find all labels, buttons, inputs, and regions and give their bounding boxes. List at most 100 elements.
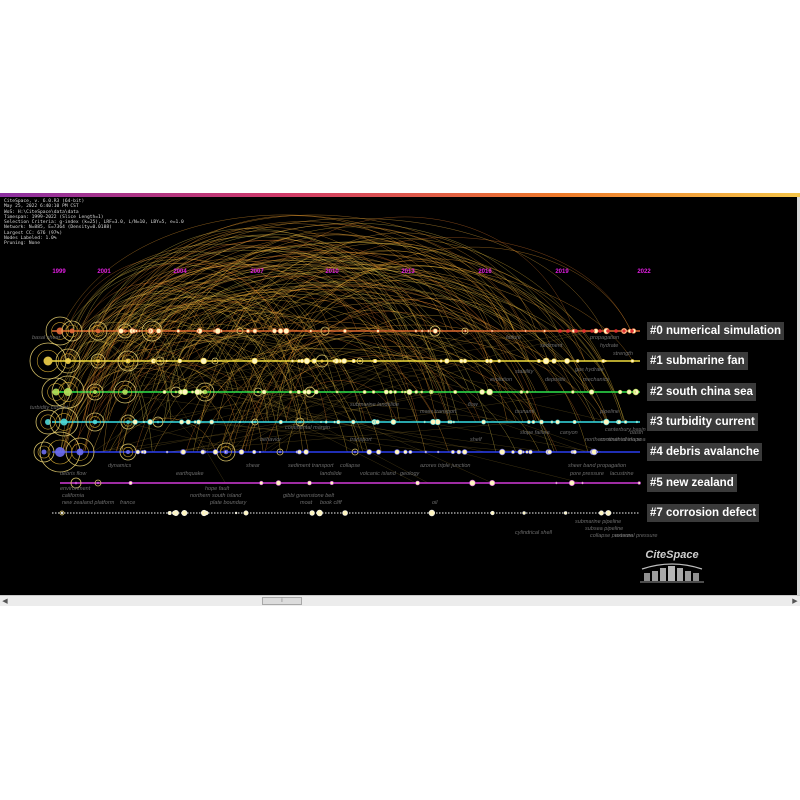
citation-arc (98, 318, 234, 393)
cluster-node (238, 449, 245, 455)
timeline-canvas[interactable]: CiteSpace, v. 6.0.R3 (64-bit) May 25, 202… (0, 197, 797, 595)
term-label[interactable]: canterbury basin (605, 427, 646, 433)
term-label[interactable]: cylindrical shell (515, 530, 552, 536)
cluster-label-2[interactable]: #2 south china sea (647, 383, 756, 401)
term-label[interactable]: failure (506, 335, 521, 341)
cluster-node-core (323, 329, 327, 333)
horizontal-scrollbar[interactable]: ◀ ⁞ ▶ (0, 595, 800, 606)
term-label[interactable]: transport (350, 437, 372, 443)
term-label[interactable]: earthquake (176, 471, 204, 477)
citation-link (219, 330, 611, 423)
highlight-node (614, 329, 618, 333)
cluster-node (547, 449, 553, 455)
term-label[interactable]: external pressure (615, 533, 658, 539)
cluster-node (113, 380, 137, 404)
term-label[interactable]: subsea pipeline (585, 526, 624, 532)
term-label[interactable]: turbidity current (30, 405, 68, 411)
term-label[interactable]: collapse (340, 463, 361, 469)
cluster-node (572, 449, 577, 455)
cluster-node (181, 509, 188, 516)
term-label[interactable]: france (120, 500, 136, 506)
term-label[interactable]: plate boundary (210, 500, 247, 506)
term-label[interactable]: hydrate (600, 343, 619, 349)
cluster-node (126, 359, 129, 363)
term-label[interactable]: mass transport (420, 409, 457, 415)
term-label[interactable]: continental slope (600, 437, 642, 443)
term-label[interactable]: mechanics (583, 377, 610, 383)
scroll-thumb[interactable]: ⁞ (262, 597, 302, 605)
term-label[interactable]: debris flow (60, 471, 87, 477)
term-label[interactable]: moat (300, 500, 313, 506)
term-label[interactable]: geology (400, 471, 420, 477)
term-label[interactable]: gibbi greenstone belt (283, 493, 335, 499)
cluster-node-core (353, 450, 357, 454)
term-label[interactable]: azores triple junction (420, 463, 471, 469)
term-label[interactable]: behavior (260, 437, 282, 443)
highlight-node (574, 329, 578, 333)
scroll-left-arrow-icon[interactable]: ◀ (2, 597, 8, 605)
cluster-node-core (278, 450, 282, 454)
term-label[interactable]: landslide (320, 471, 342, 477)
vertical-scrollbar[interactable] (797, 197, 800, 595)
term-label[interactable]: flow (468, 402, 478, 408)
cluster-node (246, 329, 251, 334)
term-label[interactable]: basal shear (32, 335, 61, 341)
term-label[interactable]: shelf (470, 437, 482, 443)
term-label[interactable]: continental margin (285, 425, 330, 431)
term-label[interactable]: environment (60, 486, 91, 492)
cluster-label-0[interactable]: #0 numerical simulation (647, 322, 785, 340)
term-label[interactable]: stability (515, 369, 534, 375)
term-label[interactable]: sediment (540, 343, 563, 349)
term-label[interactable]: new zealand platform (62, 500, 115, 506)
term-label[interactable]: northern south china sea (585, 437, 646, 443)
cluster-label-3[interactable]: #3 turbidity current (647, 413, 758, 431)
cluster-node (238, 420, 241, 424)
cluster-node (531, 420, 536, 424)
term-label[interactable]: basin (630, 430, 644, 436)
term-label[interactable]: canyon (560, 430, 578, 436)
cluster-node (511, 450, 515, 454)
term-label[interactable]: oil (432, 500, 438, 506)
cluster-label-5[interactable]: #5 new zealand (647, 474, 737, 492)
term-label[interactable]: submarine pipeline (575, 519, 622, 525)
cluster-node-core (126, 450, 130, 454)
term-label[interactable]: shear (246, 463, 260, 469)
term-label[interactable]: gas hydrate (575, 367, 604, 373)
term-label[interactable]: propagation (590, 335, 620, 341)
term-label[interactable]: sheer band propagation (568, 463, 627, 469)
term-label[interactable]: submarine landslide (350, 402, 399, 408)
logo-text: CiteSpace (645, 549, 699, 561)
term-label[interactable]: evolution (490, 377, 513, 383)
year-label: 2001 (97, 269, 111, 275)
highlight-node (558, 329, 562, 333)
term-label[interactable]: sediment transport (288, 463, 334, 469)
term-label[interactable]: slope failure (520, 430, 550, 436)
cluster-node (486, 388, 493, 396)
cluster-label-7[interactable]: #7 corrosion defect (647, 504, 760, 522)
cluster-node (243, 510, 249, 516)
term-label[interactable]: collapse pressure (590, 533, 634, 539)
cluster-node (423, 420, 426, 424)
citation-arc (155, 234, 489, 393)
scroll-right-arrow-icon[interactable]: ▶ (792, 597, 798, 605)
cluster-node (165, 450, 169, 454)
term-label[interactable]: pore pressure (570, 471, 604, 477)
cluster-node (581, 481, 584, 485)
cluster-node (528, 449, 533, 455)
term-label[interactable]: northern south island (190, 493, 242, 499)
cluster-node (271, 328, 277, 334)
term-label[interactable]: pipeline (600, 409, 619, 415)
term-label[interactable]: hope fault (205, 486, 230, 492)
term-label[interactable]: tsunami (515, 409, 535, 415)
cluster-label-4[interactable]: #4 debris avalanche (647, 443, 763, 461)
term-label[interactable]: lacustrine (610, 471, 634, 477)
term-label[interactable]: california (62, 493, 85, 499)
term-label[interactable]: dynamics (108, 463, 132, 469)
term-label[interactable]: strength (613, 351, 633, 357)
term-label[interactable]: deposits (545, 377, 566, 383)
term-label[interactable]: volcanic island (360, 471, 396, 477)
cluster-node (447, 420, 451, 424)
term-label[interactable]: book cliff (320, 500, 342, 506)
cluster-node (452, 420, 456, 424)
cluster-label-1[interactable]: #1 submarine fan (647, 352, 748, 370)
